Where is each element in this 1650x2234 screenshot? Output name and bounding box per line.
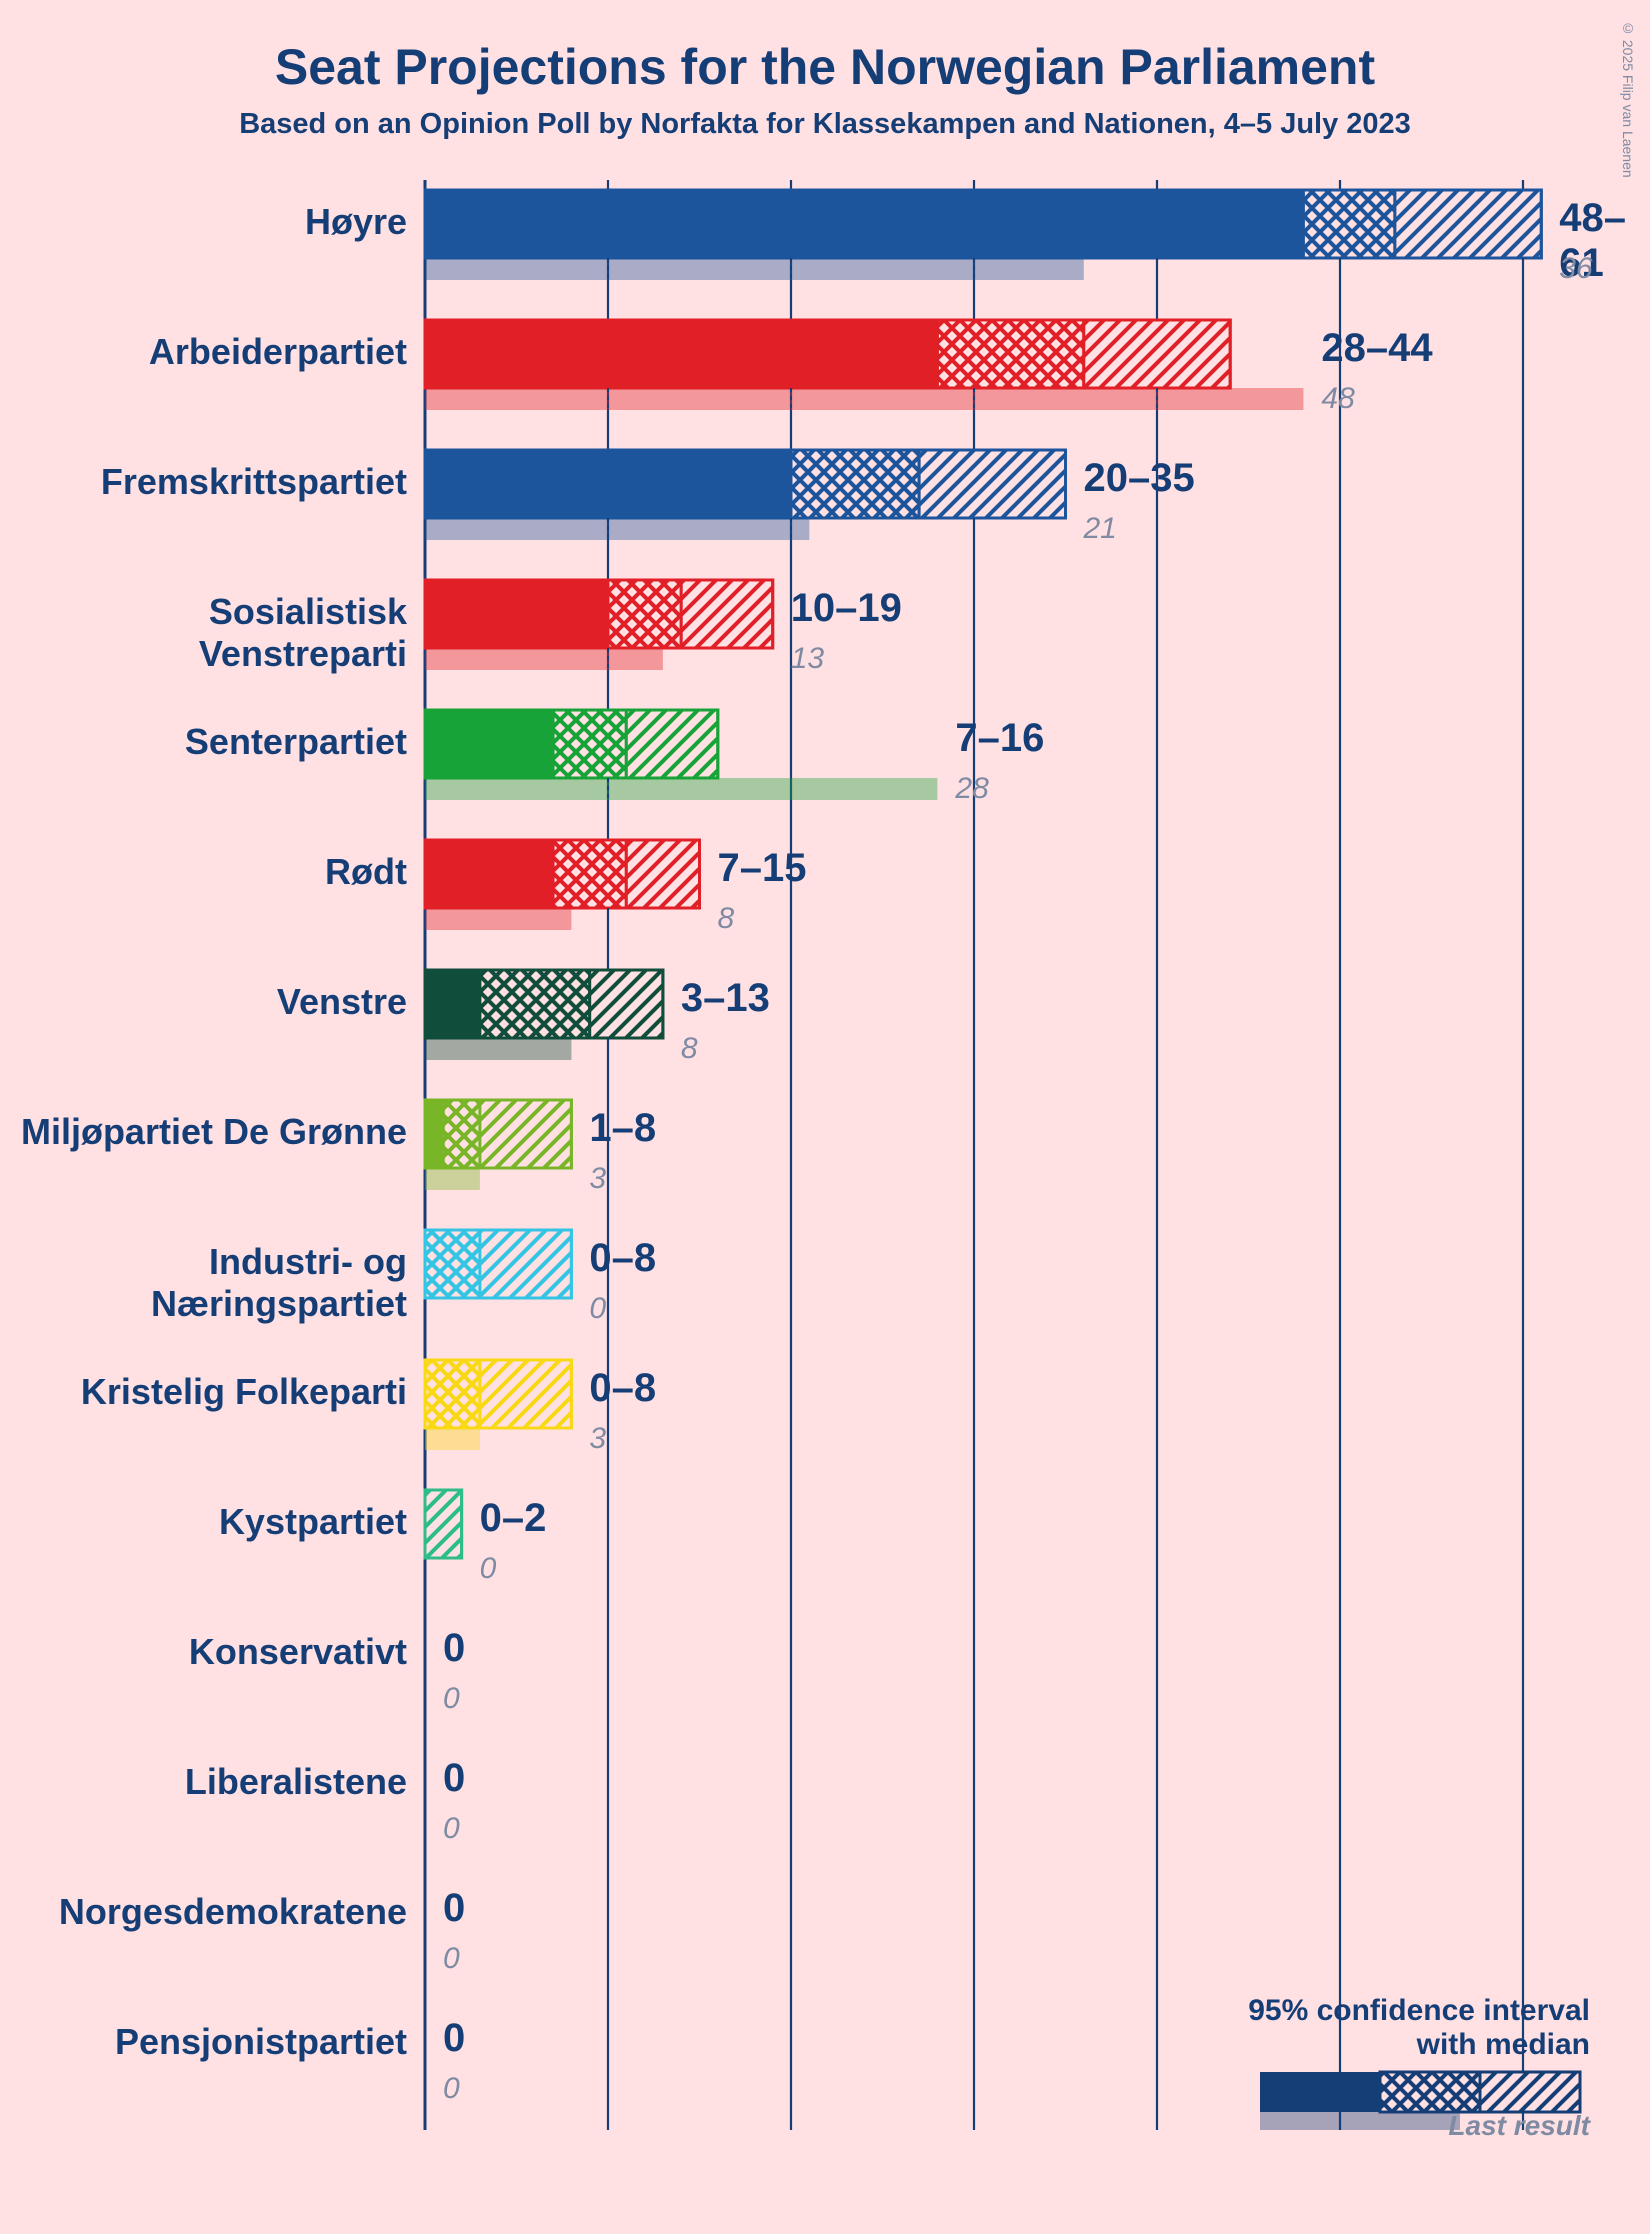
- bar-hatch: [919, 450, 1065, 518]
- bar-solid: [425, 970, 480, 1038]
- bar-hatch: [480, 1100, 572, 1168]
- bar-solid: [425, 320, 937, 388]
- last-result-label: 0: [443, 1812, 460, 1846]
- bar-last: [425, 388, 1303, 410]
- last-result-label: 3: [589, 1422, 606, 1456]
- bar-last: [425, 1168, 480, 1190]
- legend-ci-2: with median: [1248, 2028, 1590, 2062]
- bar-last: [425, 648, 663, 670]
- party-label: Fremskrittspartiet: [7, 461, 407, 503]
- range-label: 0–8: [589, 1366, 656, 1411]
- bar-last: [425, 908, 571, 930]
- party-label: Rødt: [7, 851, 407, 893]
- bar-cross: [553, 840, 626, 908]
- bar-cross: [480, 970, 590, 1038]
- range-label: 7–16: [955, 716, 1044, 761]
- bar-last: [425, 1428, 480, 1450]
- bar-solid: [425, 190, 1303, 258]
- bar-last: [425, 258, 1084, 280]
- range-label: 10–19: [791, 586, 902, 631]
- bar-cross: [791, 450, 919, 518]
- party-label: Pensjonistpartiet: [7, 2021, 407, 2063]
- legend-ci-1: 95% confidence interval: [1248, 1994, 1590, 2028]
- bar-cross: [937, 320, 1083, 388]
- bar-last: [425, 518, 809, 540]
- last-result-label: 21: [1084, 512, 1117, 546]
- bar-hatch: [626, 840, 699, 908]
- bar-cross: [443, 1100, 480, 1168]
- range-label: 7–15: [718, 846, 807, 891]
- bar-hatch: [1084, 320, 1230, 388]
- last-result-label: 0: [480, 1552, 497, 1586]
- bar-hatch: [626, 710, 718, 778]
- last-result-label: 0: [443, 1942, 460, 1976]
- last-result-label: 8: [681, 1032, 698, 1066]
- range-label: 0–2: [480, 1496, 547, 1541]
- range-label: 0: [443, 1626, 465, 1671]
- range-label: 1–8: [589, 1106, 656, 1151]
- bar-cross: [425, 1230, 480, 1298]
- party-label: Konservativt: [7, 1631, 407, 1673]
- bar-hatch: [681, 580, 773, 648]
- party-label: Høyre: [7, 201, 407, 243]
- party-label: Kystpartiet: [7, 1501, 407, 1543]
- party-label: Senterpartiet: [7, 721, 407, 763]
- range-label: 0: [443, 1886, 465, 1931]
- range-label: 0–8: [589, 1236, 656, 1281]
- party-label: Kristelig Folkeparti: [7, 1371, 407, 1413]
- legend: 95% confidence intervalwith median: [1248, 1994, 1590, 2062]
- party-label: Venstre: [7, 981, 407, 1023]
- bar-hatch: [425, 1490, 462, 1558]
- range-label: 0: [443, 1756, 465, 1801]
- last-result-label: 3: [589, 1162, 606, 1196]
- last-result-label: 8: [718, 902, 735, 936]
- last-result-label: 13: [791, 642, 824, 676]
- bar-solid: [425, 450, 791, 518]
- last-result-label: 28: [955, 772, 988, 806]
- range-label: 0: [443, 2016, 465, 2061]
- last-result-label: 48: [1321, 382, 1354, 416]
- bar-cross: [553, 710, 626, 778]
- bar-solid: [425, 710, 553, 778]
- last-result-label: 0: [589, 1292, 606, 1326]
- bar-hatch: [480, 1230, 572, 1298]
- bar-cross: [425, 1360, 480, 1428]
- party-label: Arbeiderpartiet: [7, 331, 407, 373]
- bar-solid: [425, 1100, 443, 1168]
- range-label: 28–44: [1321, 326, 1432, 371]
- party-label: Miljøpartiet De Grønne: [7, 1111, 407, 1153]
- bar-cross: [608, 580, 681, 648]
- bar-hatch: [590, 970, 663, 1038]
- chart-root: Seat Projections for the Norwegian Parli…: [0, 0, 1650, 2234]
- last-result-label: 36: [1559, 252, 1592, 286]
- party-label: Industri- og Næringspartiet: [7, 1241, 407, 1325]
- range-label: 20–35: [1084, 456, 1195, 501]
- last-result-label: 0: [443, 2072, 460, 2106]
- party-label: Liberalistene: [7, 1761, 407, 1803]
- bar-solid: [425, 580, 608, 648]
- bar-cross: [1303, 190, 1395, 258]
- party-label: Norgesdemokratene: [7, 1891, 407, 1933]
- bar-solid: [425, 840, 553, 908]
- bar-last: [425, 1038, 571, 1060]
- bar-hatch: [480, 1360, 572, 1428]
- bar-last: [425, 778, 937, 800]
- bar-hatch: [1395, 190, 1541, 258]
- range-label: 3–13: [681, 976, 770, 1021]
- party-label: Sosialistisk Venstreparti: [7, 591, 407, 675]
- legend-last: Last result: [1448, 2110, 1590, 2142]
- last-result-label: 0: [443, 1682, 460, 1716]
